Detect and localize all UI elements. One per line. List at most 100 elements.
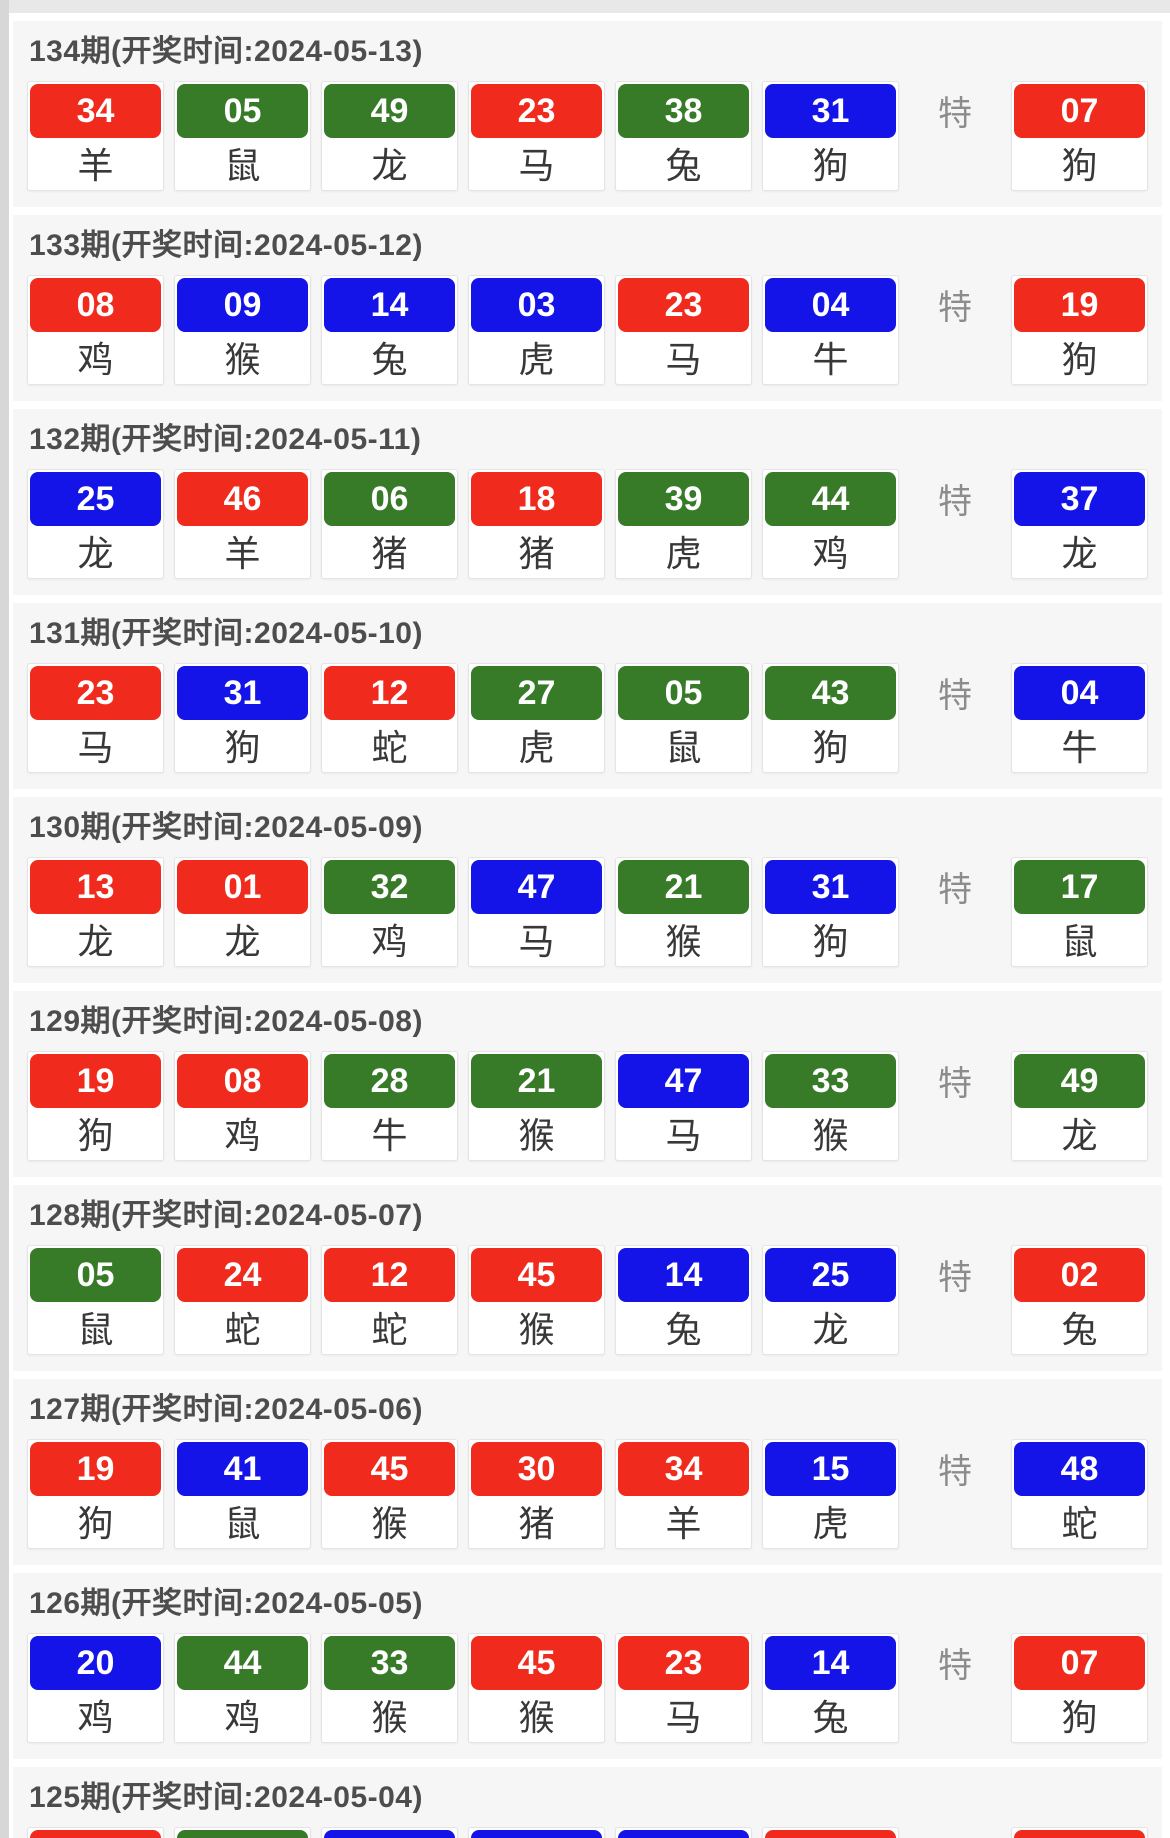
period-title: 129期(开奖时间:2024-05-08) — [29, 1005, 423, 1038]
ball-cell: 31 狗 — [762, 857, 899, 967]
ball-zodiac: 牛 — [324, 1108, 455, 1158]
ball-row: 25 龙 46 羊 06 猪 18 猪 39 虎 44 鸡 特 37 龙 — [27, 469, 1148, 579]
ball-cell: 18 猪 — [468, 469, 605, 579]
special-label: 特 — [938, 482, 972, 521]
ball-cell: 06 猪 — [321, 469, 458, 579]
period-section: 133期(开奖时间:2024-05-12) 08 鸡 09 猴 14 兔 03 … — [13, 215, 1162, 401]
ball-zodiac: 龙 — [765, 1302, 896, 1352]
special-ball-slot: 07 狗 — [1011, 1633, 1148, 1743]
ball-zodiac: 虎 — [765, 1496, 896, 1546]
ball-cell: 47 马 — [468, 857, 605, 967]
ball-number: 34 — [618, 1442, 749, 1496]
ball-cell — [762, 1827, 899, 1838]
ball-cell: 05 鼠 — [615, 663, 752, 773]
ball-cell: 05 鼠 — [27, 1245, 164, 1355]
ball-zodiac: 鸡 — [30, 1690, 161, 1740]
ball-cell: 27 虎 — [468, 663, 605, 773]
ball-cell: 28 牛 — [321, 1051, 458, 1161]
main-balls: 05 鼠 24 蛇 12 蛇 45 猴 14 兔 25 龙 — [27, 1245, 899, 1355]
ball-cell: 23 马 — [615, 1633, 752, 1743]
ball-row: 08 鸡 09 猴 14 兔 03 虎 23 马 04 牛 特 19 狗 — [27, 275, 1148, 385]
special-ball-slot: 19 狗 — [1011, 275, 1148, 385]
special-ball-cell: 37 龙 — [1011, 469, 1148, 579]
main-balls: 23 马 31 狗 12 蛇 27 虎 05 鼠 43 狗 — [27, 663, 899, 773]
main-balls — [27, 1827, 899, 1838]
ball-zodiac: 猴 — [471, 1302, 602, 1352]
ball-row: 34 羊 05 鼠 49 龙 23 马 38 兔 31 狗 特 07 狗 — [27, 81, 1148, 191]
period-title: 125期(开奖时间:2024-05-04) — [29, 1781, 423, 1814]
ball-zodiac: 龙 — [30, 526, 161, 576]
ball-zodiac: 兔 — [618, 138, 749, 188]
ball-number — [177, 1830, 308, 1838]
ball-cell: 13 龙 — [27, 857, 164, 967]
period-title: 126期(开奖时间:2024-05-05) — [29, 1587, 423, 1620]
ball-number: 05 — [30, 1248, 161, 1302]
ball-cell: 03 虎 — [468, 275, 605, 385]
ball-zodiac: 马 — [30, 720, 161, 770]
ball-cell: 31 狗 — [762, 81, 899, 191]
ball-number: 21 — [471, 1054, 602, 1108]
ball-cell: 19 狗 — [27, 1051, 164, 1161]
ball-zodiac: 兔 — [324, 332, 455, 382]
special-ball-cell: 49 龙 — [1011, 1051, 1148, 1161]
ball-cell: 30 猪 — [468, 1439, 605, 1549]
ball-number: 07 — [1014, 84, 1145, 138]
special-ball-cell: 07 狗 — [1011, 81, 1148, 191]
ball-row: 23 马 31 狗 12 蛇 27 虎 05 鼠 43 狗 特 04 牛 — [27, 663, 1148, 773]
ball-zodiac: 狗 — [30, 1108, 161, 1158]
ball-zodiac: 羊 — [177, 526, 308, 576]
ball-row: 19 狗 08 鸡 28 牛 21 猴 47 马 33 猴 特 49 龙 — [27, 1051, 1148, 1161]
ball-cell: 21 猴 — [615, 857, 752, 967]
special-label: 特 — [938, 1452, 972, 1491]
ball-cell — [27, 1827, 164, 1838]
ball-number: 23 — [618, 1636, 749, 1690]
ball-cell: 45 猴 — [321, 1439, 458, 1549]
main-balls: 08 鸡 09 猴 14 兔 03 虎 23 马 04 牛 — [27, 275, 899, 385]
ball-zodiac: 兔 — [1014, 1302, 1145, 1352]
period-section: 131期(开奖时间:2024-05-10) 23 马 31 狗 12 蛇 27 … — [13, 603, 1162, 789]
ball-zodiac: 虎 — [618, 526, 749, 576]
special-ball-slot: 04 牛 — [1011, 663, 1148, 773]
special-ball-cell: 02 兔 — [1011, 1245, 1148, 1355]
ball-row: 20 鸡 44 鸡 33 猴 45 猴 23 马 14 兔 特 07 狗 — [27, 1633, 1148, 1743]
ball-number: 02 — [1014, 1248, 1145, 1302]
special-label: 特 — [938, 676, 972, 715]
ball-number: 14 — [618, 1248, 749, 1302]
special-label: 特 — [938, 288, 972, 327]
ball-cell: 33 猴 — [762, 1051, 899, 1161]
ball-number: 05 — [177, 84, 308, 138]
ball-number: 08 — [177, 1054, 308, 1108]
ball-number — [324, 1830, 455, 1838]
ball-cell: 44 鸡 — [174, 1633, 311, 1743]
ball-zodiac: 狗 — [765, 914, 896, 964]
main-balls: 19 狗 41 鼠 45 猴 30 猪 34 羊 15 虎 — [27, 1439, 899, 1549]
ball-row: 19 狗 41 鼠 45 猴 30 猪 34 羊 15 虎 特 48 蛇 — [27, 1439, 1148, 1549]
ball-number: 12 — [324, 666, 455, 720]
ball-cell: 46 羊 — [174, 469, 311, 579]
ball-cell — [174, 1827, 311, 1838]
ball-cell: 19 狗 — [27, 1439, 164, 1549]
special-ball-cell: 04 牛 — [1011, 663, 1148, 773]
ball-number: 31 — [177, 666, 308, 720]
ball-zodiac: 牛 — [1014, 720, 1145, 770]
period-title: 132期(开奖时间:2024-05-11) — [29, 423, 422, 456]
ball-cell: 38 兔 — [615, 81, 752, 191]
ball-number — [1014, 1830, 1145, 1838]
ball-number: 05 — [618, 666, 749, 720]
ball-number: 34 — [30, 84, 161, 138]
ball-number: 31 — [765, 860, 896, 914]
ball-number: 18 — [471, 472, 602, 526]
ball-zodiac: 鸡 — [30, 332, 161, 382]
ball-zodiac: 猴 — [471, 1690, 602, 1740]
ball-number: 48 — [1014, 1442, 1145, 1496]
ball-cell: 23 马 — [615, 275, 752, 385]
ball-zodiac: 兔 — [765, 1690, 896, 1740]
ball-cell: 23 马 — [468, 81, 605, 191]
ball-zodiac: 鸡 — [324, 914, 455, 964]
ball-zodiac: 虎 — [471, 332, 602, 382]
ball-number — [30, 1830, 161, 1838]
ball-zodiac: 猪 — [471, 1496, 602, 1546]
ball-cell: 09 猴 — [174, 275, 311, 385]
period-section: 130期(开奖时间:2024-05-09) 13 龙 01 龙 32 鸡 47 … — [13, 797, 1162, 983]
special-label: 特 — [938, 870, 972, 909]
